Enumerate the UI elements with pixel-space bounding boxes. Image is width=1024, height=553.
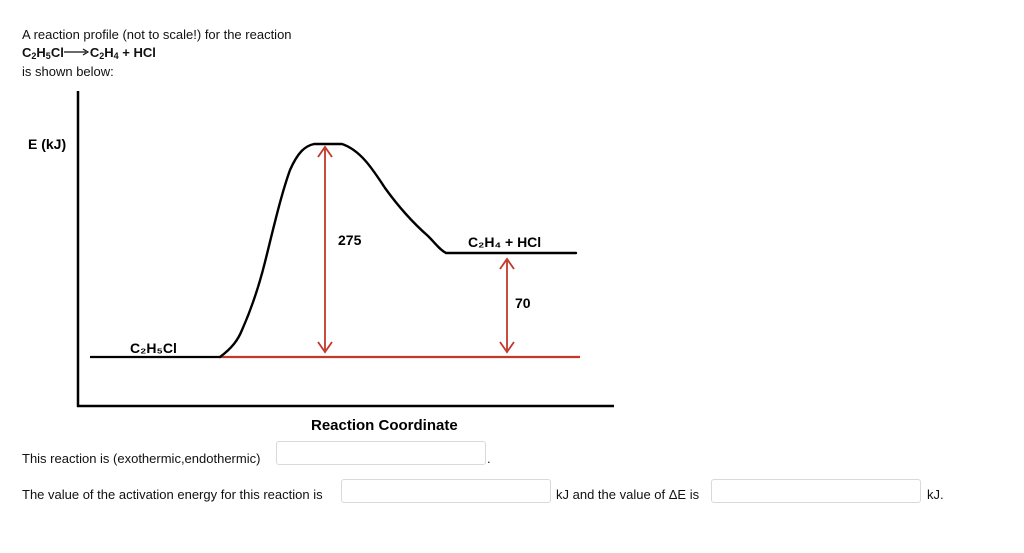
- activation-energy-value: 275: [338, 232, 362, 248]
- product-label: C₂H₄ + HCl: [468, 234, 541, 250]
- reaction-type-input[interactable]: [276, 441, 486, 465]
- delta-e-arrow: [499, 257, 515, 354]
- question-1-text: This reaction is (exothermic,endothermic…: [22, 451, 261, 466]
- question-2-text: The value of the activation energy for t…: [22, 487, 323, 502]
- question-1-period: .: [487, 451, 491, 466]
- delta-e-value: 70: [515, 295, 531, 311]
- intro-line-3: is shown below:: [22, 64, 114, 79]
- question-2-mid-text: kJ and the value of ΔE is: [556, 487, 700, 502]
- reactant-label: C₂H₅Cl: [130, 340, 177, 356]
- activation-energy-arrow: [317, 145, 333, 354]
- activation-energy-input[interactable]: [341, 479, 551, 503]
- question-2-unit: kJ.: [927, 487, 944, 502]
- intro-line-1: A reaction profile (not to scale!) for t…: [22, 27, 292, 42]
- product-formula: C2H4 + HCl: [89, 45, 156, 61]
- x-axis-label: Reaction Coordinate: [311, 417, 458, 434]
- delta-e-input[interactable]: [711, 479, 921, 503]
- reaction-arrow-icon: [63, 48, 89, 56]
- reaction-equation: C2H5Cl C2H4 + HCl: [22, 45, 156, 64]
- energy-curve: [218, 142, 578, 359]
- y-axis-label: E (kJ): [28, 136, 66, 152]
- reactant-formula: C2H5Cl: [22, 45, 64, 61]
